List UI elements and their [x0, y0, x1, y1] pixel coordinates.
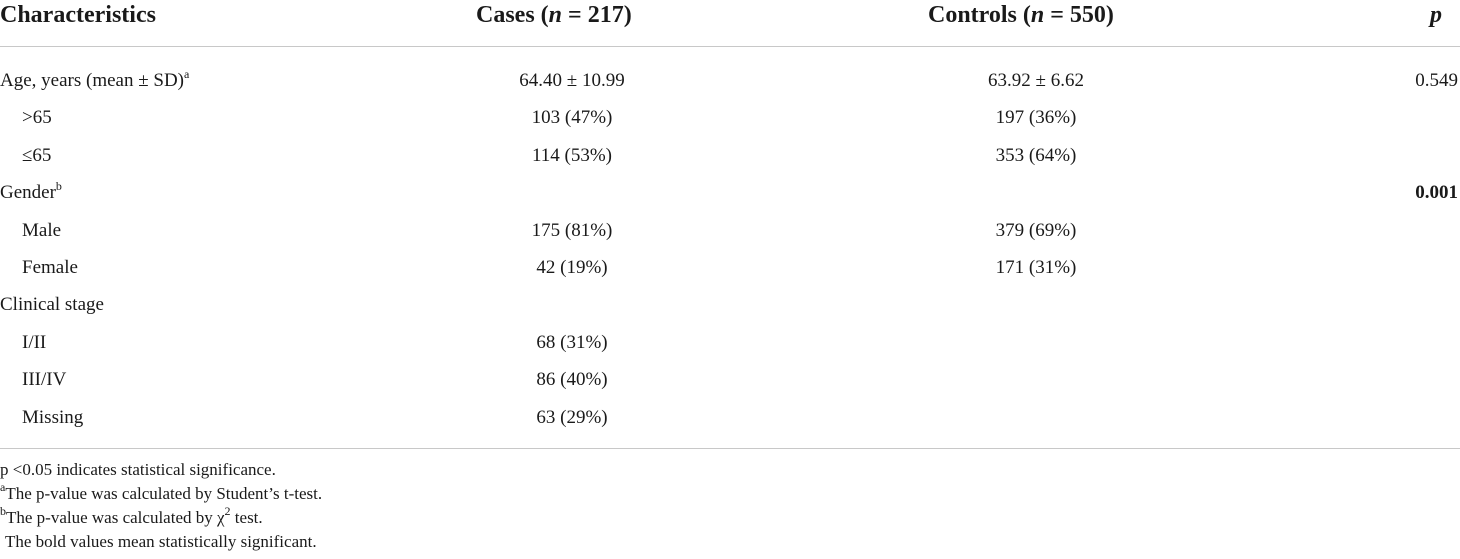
row-label: >65 [22, 106, 52, 130]
row-controls-value: 353 (64%) [995, 144, 1077, 166]
table-header: Characteristics Cases (n = 217) Controls… [0, 0, 1460, 46]
row-cases-value: 103 (47%) [531, 107, 613, 129]
row-label: Clinical stage [0, 293, 104, 317]
table-row: Clinical stage [0, 293, 1460, 330]
row-label: Male [22, 219, 61, 243]
header-cases: Cases (n = 217) [476, 0, 632, 30]
header-p: p [1430, 0, 1442, 30]
footnote-b-superscript: 2 [224, 504, 231, 518]
row-label-text: Age, years (mean ± SD) [0, 70, 185, 91]
row-label-text: I/II [22, 331, 47, 353]
row-label-text: Missing [22, 406, 84, 428]
table-row: Genderb 0.001 [0, 179, 1460, 218]
table-footnotes: p <0.05 indicates statistical significan… [0, 458, 322, 554]
footnote-a-text: The p-value was calculated by Student’s … [5, 484, 323, 503]
row-cases-value: 114 (53%) [531, 144, 613, 166]
table-row: III/IV 86 (40%) [0, 368, 1460, 405]
row-controls-value: 379 (69%) [995, 219, 1077, 241]
header-characteristics: Characteristics [0, 2, 156, 28]
footnote-a-mark: a [0, 480, 6, 494]
header-controls-suffix: = 550) [1044, 2, 1114, 28]
row-label-footnote-mark: b [55, 179, 62, 194]
row-cases-value: 86 (40%) [536, 369, 608, 391]
row-label-text: ≤65 [22, 144, 52, 166]
row-controls-value: 171 (31%) [995, 257, 1077, 278]
table-row: Missing 63 (29%) [0, 406, 1460, 443]
row-label-footnote-mark: a [184, 67, 190, 81]
row-cases-value: 175 (81%) [531, 219, 613, 241]
row-p-value: 0.001 [1415, 182, 1458, 204]
row-label-text: Male [22, 219, 62, 241]
row-label-text: III/IV [22, 369, 67, 391]
header-p-symbol: p [1430, 2, 1442, 28]
row-label-text: Female [22, 257, 78, 278]
footnote-b: bThe p-value was calculated by χ2 test. [0, 504, 322, 530]
header-cases-prefix: Cases ( [476, 2, 549, 28]
footnote-a: aThe p-value was calculated by Student’s… [0, 480, 323, 506]
row-p-value: 0.549 [1415, 70, 1458, 91]
header-rule [0, 46, 1460, 47]
row-cases-value: 64.40 ± 10.99 [519, 70, 625, 91]
row-label: III/IV [22, 368, 66, 392]
row-controls-value: 63.92 ± 6.62 [988, 70, 1084, 91]
row-label: ≤65 [22, 144, 51, 168]
table-row: Age, years (mean ± SD)a 64.40 ± 10.99 63.9… [0, 67, 1460, 106]
footnote-b-mark: b [0, 504, 6, 518]
row-label: Genderb [0, 179, 62, 205]
row-label-text: Gender [0, 182, 56, 204]
row-cases-value: 68 (31%) [536, 331, 608, 353]
row-label-text: >65 [22, 107, 52, 129]
header-cases-n: n [548, 2, 563, 28]
row-label-text: Clinical stage [0, 294, 104, 316]
header-controls-n: n [1030, 2, 1045, 28]
footnote-bold-note: The bold values mean statistically signi… [5, 532, 317, 551]
row-cases-value: 63 (29%) [536, 406, 608, 428]
row-label: I/II [22, 331, 46, 355]
header-controls: Controls (n = 550) [928, 0, 1114, 30]
row-label: Missing [22, 406, 83, 430]
table-row: I/II 68 (31%) [0, 331, 1460, 368]
footnote-b-text-after: test. [230, 508, 263, 527]
table-row: Female 42 (19%) 171 (31%) [0, 256, 1460, 293]
header-controls-prefix: Controls ( [928, 2, 1031, 28]
table-row: ≤65 114 (53%) 353 (64%) [0, 144, 1460, 181]
footnote-significance: p <0.05 indicates statistical significan… [0, 460, 276, 479]
table-row: >65 103 (47%) 197 (36%) [0, 106, 1460, 143]
table-row: Male 175 (81%) 379 (69%) [0, 219, 1460, 256]
row-label: Female [22, 256, 78, 280]
footer-rule [0, 448, 1460, 449]
row-label: Age, years (mean ± SD)a [0, 67, 190, 93]
row-cases-value: 42 (19%) [536, 257, 608, 278]
footnote-b-text-before: The p-value was calculated by χ [6, 508, 225, 527]
row-controls-value: 197 (36%) [995, 107, 1077, 129]
header-cases-suffix: = 217) [562, 2, 632, 28]
